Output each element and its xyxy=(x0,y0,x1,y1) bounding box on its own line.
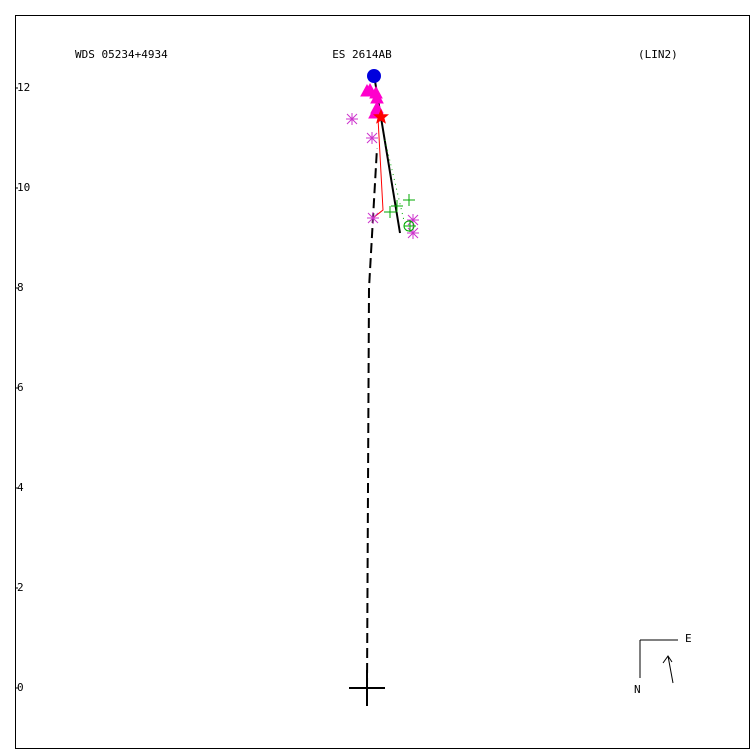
y-tick-label: 2 xyxy=(17,581,24,594)
point xyxy=(403,194,415,206)
point xyxy=(407,214,419,226)
compass-label: N xyxy=(634,683,641,696)
point xyxy=(367,212,379,224)
point xyxy=(346,113,358,125)
series-line xyxy=(366,147,378,689)
compass-arrow xyxy=(662,655,674,684)
point xyxy=(384,206,396,218)
y-tick-label: 8 xyxy=(17,281,24,294)
annotation: (LIN2) xyxy=(638,48,678,61)
annotation: WDS 05234+4934 xyxy=(75,48,168,61)
point xyxy=(349,670,385,706)
point xyxy=(403,220,415,232)
point xyxy=(373,108,389,124)
chart-title: ES 2614AB xyxy=(332,48,392,61)
point xyxy=(407,227,419,239)
y-tick-label: 10 xyxy=(17,181,30,194)
y-tick-label: 0 xyxy=(17,681,24,694)
point xyxy=(366,132,378,144)
compass-label: E xyxy=(685,632,692,645)
point xyxy=(367,69,381,83)
compass xyxy=(639,639,678,684)
point xyxy=(391,200,403,212)
y-tick-label: 6 xyxy=(17,381,24,394)
y-tick-label: 12 xyxy=(17,81,30,94)
y-tick-label: 4 xyxy=(17,481,24,494)
